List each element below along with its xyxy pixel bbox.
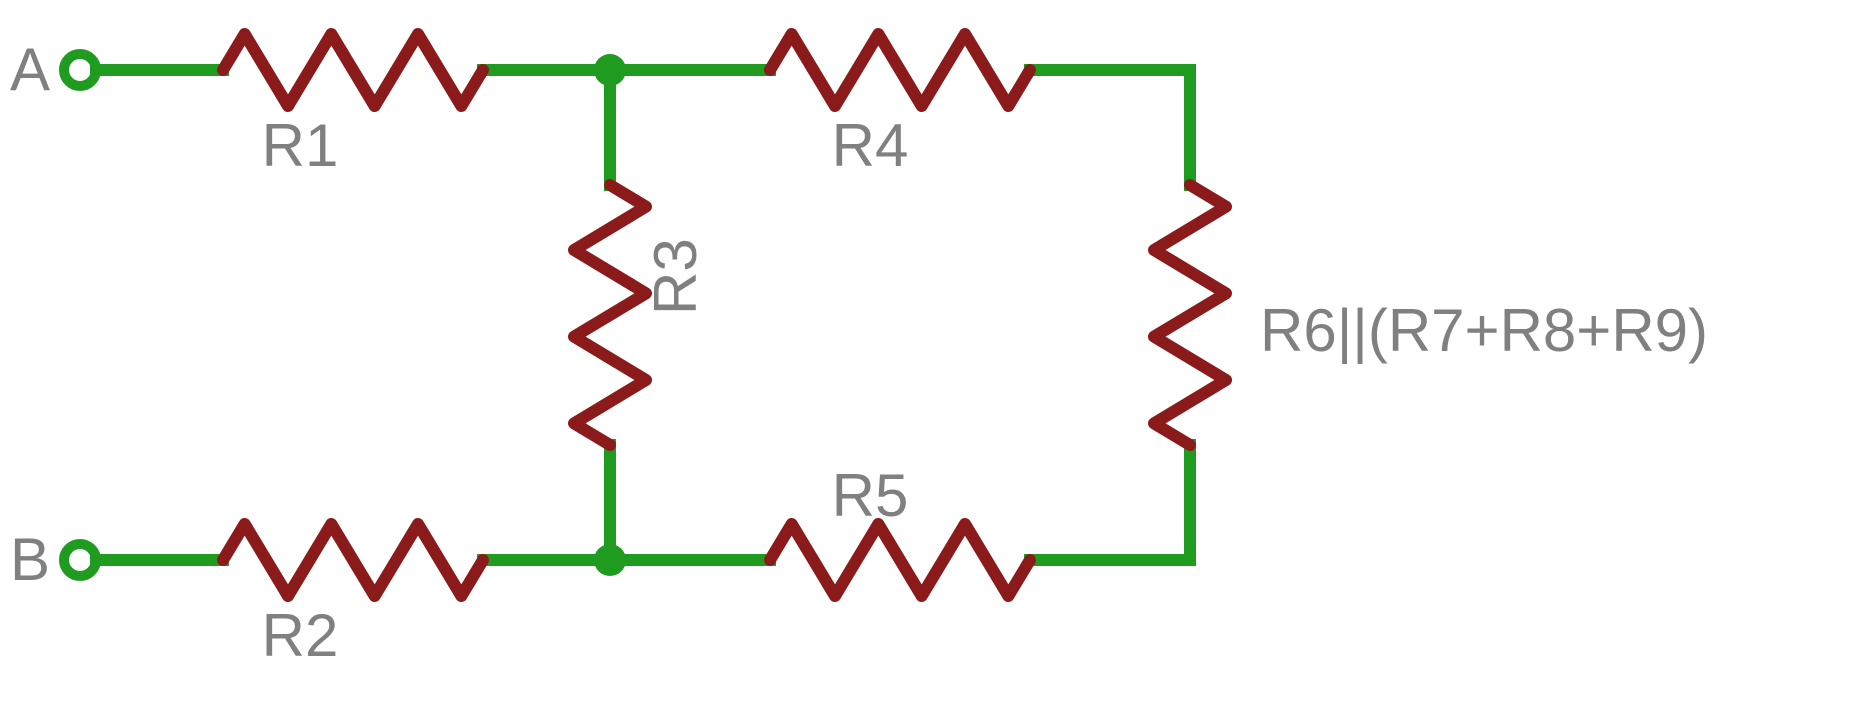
resistor-R6p: R6||(R7+R8+R9) xyxy=(1154,70,1708,560)
resistor-label-R3: R3 xyxy=(642,238,709,315)
terminal-label-A: A xyxy=(10,36,50,103)
junction-N2 xyxy=(594,544,626,576)
resistor-label-R2: R2 xyxy=(262,602,339,669)
resistor-label-R1: R1 xyxy=(262,112,339,179)
resistor-R2: R2 xyxy=(96,524,610,669)
circuit-schematic: R1 R2 R3 R4 R5 R6||(R7+R8+R9) A B xyxy=(0,0,1854,701)
resistor-label-R4: R4 xyxy=(832,112,909,179)
resistor-label-R6p: R6||(R7+R8+R9) xyxy=(1260,297,1708,364)
resistor-R3: R3 xyxy=(574,70,709,560)
resistor-label-R5: R5 xyxy=(832,462,909,529)
terminal-label-B: B xyxy=(10,526,50,593)
resistor-R4: R4 xyxy=(610,34,1190,179)
terminal-A: A xyxy=(10,36,96,103)
resistor-R1: R1 xyxy=(96,34,610,179)
junction-N1 xyxy=(594,54,626,86)
resistor-R5: R5 xyxy=(610,462,1190,596)
terminal-B: B xyxy=(10,526,96,593)
